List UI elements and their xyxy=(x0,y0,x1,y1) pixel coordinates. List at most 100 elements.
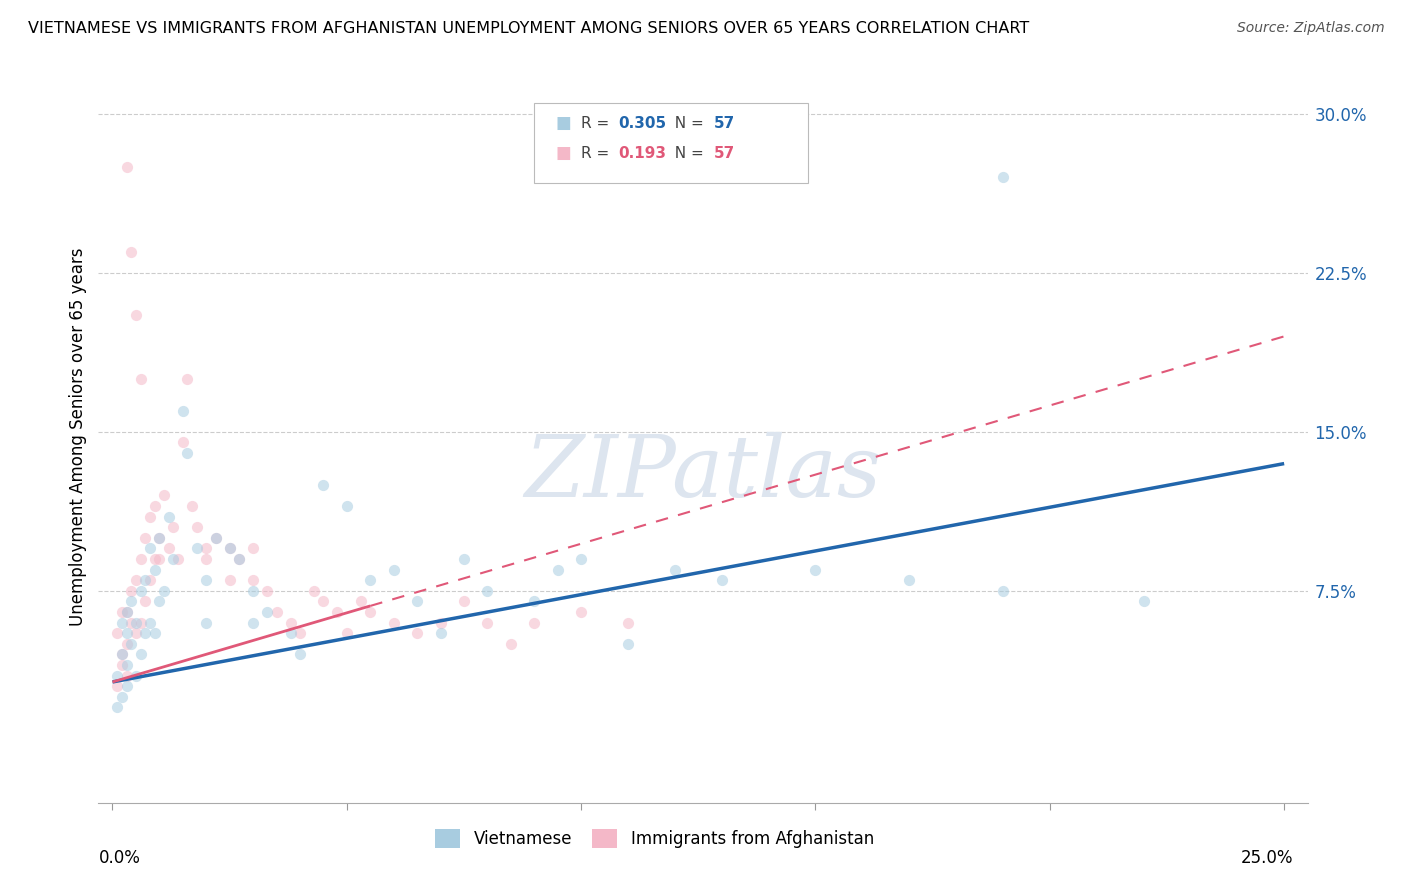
Point xyxy=(664,563,686,577)
Point xyxy=(143,626,166,640)
Point xyxy=(204,531,226,545)
Text: N =: N = xyxy=(665,146,709,161)
Point xyxy=(157,509,180,524)
Point xyxy=(288,648,311,662)
Point xyxy=(218,573,240,587)
Text: 57: 57 xyxy=(714,116,735,130)
Text: N =: N = xyxy=(665,116,709,130)
Point xyxy=(143,563,166,577)
Text: 0.193: 0.193 xyxy=(619,146,666,161)
Point xyxy=(256,583,278,598)
Point xyxy=(406,594,429,608)
Point xyxy=(115,605,138,619)
Point xyxy=(139,615,162,630)
Point xyxy=(569,605,592,619)
Text: ■: ■ xyxy=(555,145,571,162)
Point xyxy=(148,594,170,608)
Point xyxy=(111,648,134,662)
Point xyxy=(111,658,134,673)
Point xyxy=(181,499,204,513)
Point xyxy=(115,626,138,640)
Point xyxy=(120,583,142,598)
Point xyxy=(111,690,134,704)
Point xyxy=(523,594,546,608)
Point xyxy=(350,594,373,608)
Point xyxy=(129,552,152,566)
Point xyxy=(129,583,152,598)
Point xyxy=(195,552,218,566)
Point xyxy=(162,520,184,534)
Text: ■: ■ xyxy=(555,114,571,132)
Text: 0.0%: 0.0% xyxy=(98,849,141,867)
Point xyxy=(172,435,194,450)
Text: 25.0%: 25.0% xyxy=(1241,849,1294,867)
Point xyxy=(125,308,148,322)
Point xyxy=(312,477,335,491)
Point xyxy=(453,594,475,608)
Point xyxy=(382,563,405,577)
Point xyxy=(120,615,142,630)
Point xyxy=(125,668,148,682)
Point xyxy=(523,615,546,630)
Point xyxy=(218,541,240,556)
Point xyxy=(477,583,499,598)
Point xyxy=(453,552,475,566)
Point xyxy=(186,541,208,556)
Point xyxy=(280,626,302,640)
Point xyxy=(115,605,138,619)
Point xyxy=(228,552,250,566)
Point xyxy=(477,615,499,630)
Point xyxy=(382,615,405,630)
Point xyxy=(143,499,166,513)
Point xyxy=(139,509,162,524)
Point xyxy=(195,615,218,630)
Point xyxy=(195,573,218,587)
Point xyxy=(288,626,311,640)
Point xyxy=(115,658,138,673)
Point xyxy=(242,615,264,630)
Text: Source: ZipAtlas.com: Source: ZipAtlas.com xyxy=(1237,21,1385,35)
Point xyxy=(406,626,429,640)
Point xyxy=(111,605,134,619)
Point xyxy=(429,615,451,630)
Point xyxy=(326,605,349,619)
Point xyxy=(115,160,138,174)
Y-axis label: Unemployment Among Seniors over 65 years: Unemployment Among Seniors over 65 years xyxy=(69,248,87,626)
Point xyxy=(176,372,198,386)
Point xyxy=(710,573,733,587)
Point xyxy=(125,615,148,630)
Point xyxy=(129,648,152,662)
Point xyxy=(115,668,138,682)
Point xyxy=(115,679,138,693)
Point xyxy=(148,531,170,545)
Point xyxy=(134,573,156,587)
Point xyxy=(172,403,194,417)
Point xyxy=(120,637,142,651)
Point xyxy=(111,648,134,662)
Point xyxy=(336,626,359,640)
Point xyxy=(176,446,198,460)
Point xyxy=(991,583,1014,598)
Legend: Vietnamese, Immigrants from Afghanistan: Vietnamese, Immigrants from Afghanistan xyxy=(429,822,880,855)
Point xyxy=(336,499,359,513)
Point xyxy=(115,637,138,651)
Point xyxy=(204,531,226,545)
Point xyxy=(129,615,152,630)
Point xyxy=(218,541,240,556)
Point xyxy=(242,573,264,587)
Point xyxy=(153,488,176,502)
Point xyxy=(359,605,381,619)
Point xyxy=(617,637,640,651)
Point xyxy=(242,541,264,556)
Text: 57: 57 xyxy=(714,146,735,161)
Point xyxy=(569,552,592,566)
Point xyxy=(105,668,128,682)
Point xyxy=(1132,594,1154,608)
Point xyxy=(280,615,302,630)
Point xyxy=(167,552,190,566)
Point xyxy=(242,583,264,598)
Point xyxy=(228,552,250,566)
Point xyxy=(898,573,921,587)
Point xyxy=(134,531,156,545)
Text: VIETNAMESE VS IMMIGRANTS FROM AFGHANISTAN UNEMPLOYMENT AMONG SENIORS OVER 65 YEA: VIETNAMESE VS IMMIGRANTS FROM AFGHANISTA… xyxy=(28,21,1029,36)
